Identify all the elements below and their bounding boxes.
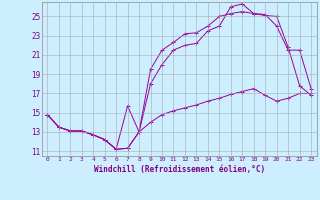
X-axis label: Windchill (Refroidissement éolien,°C): Windchill (Refroidissement éolien,°C) — [94, 165, 265, 174]
